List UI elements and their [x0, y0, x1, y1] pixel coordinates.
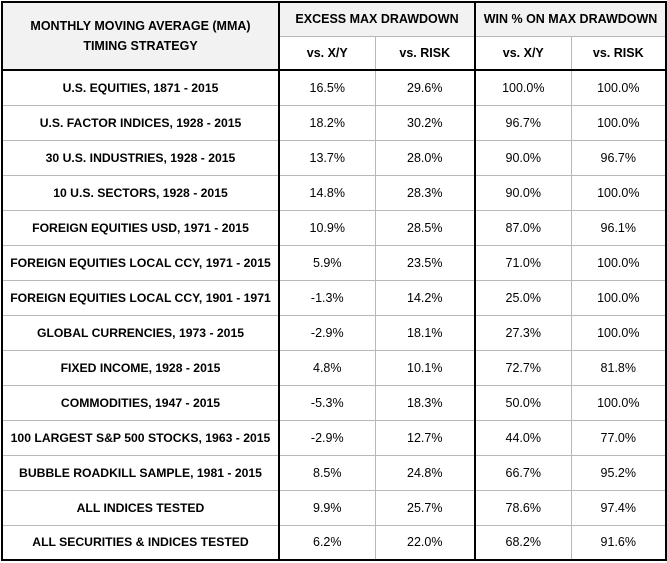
win-vs-risk-cell: 77.0%	[570, 419, 667, 456]
excess-vs-xy-cell: 6.2%	[278, 524, 376, 561]
row-label: GLOBAL CURRENCIES, 1973 - 2015	[1, 314, 280, 351]
strategy-header-line1: MONTHLY MOVING AVERAGE (MMA)	[30, 19, 251, 33]
row-label: 10 U.S. SECTORS, 1928 - 2015	[1, 174, 280, 211]
table-row: 100 LARGEST S&P 500 STOCKS, 1963 - 2015-…	[1, 419, 667, 456]
table-row: GLOBAL CURRENCIES, 1973 - 2015 -2.9% 18.1%…	[1, 314, 667, 351]
row-label: ALL SECURITIES & INDICES TESTED	[1, 524, 280, 561]
win-vs-risk-header: vs. RISK	[570, 35, 667, 71]
win-vs-xy-cell: 71.0%	[474, 244, 572, 281]
win-vs-risk-cell: 97.4%	[570, 489, 667, 526]
strategy-header: MONTHLY MOVING AVERAGE (MMA) TIMING STRA…	[1, 1, 280, 71]
table-row: ALL SECURITIES & INDICES TESTED 6.2% 22.0%…	[1, 524, 667, 561]
header-row: MONTHLY MOVING AVERAGE (MMA) TIMING STRA…	[1, 1, 667, 71]
table-row: COMMODITIES, 1947 - 2015 -5.3% 18.3% 50.0% 1…	[1, 384, 667, 421]
row-label: COMMODITIES, 1947 - 2015	[1, 384, 280, 421]
excess-vs-xy-cell: -2.9%	[278, 419, 376, 456]
win-vs-risk-cell: 100.0%	[570, 104, 667, 141]
win-vs-risk-cell: 95.2%	[570, 454, 667, 491]
win-vs-risk-cell: 100.0%	[570, 279, 667, 316]
excess-vs-risk-cell: 23.5%	[374, 244, 476, 281]
win-vs-xy-cell: 87.0%	[474, 209, 572, 246]
excess-vs-risk-cell: 18.1%	[374, 314, 476, 351]
excess-vs-xy-cell: 10.9%	[278, 209, 376, 246]
excess-vs-risk-cell: 18.3%	[374, 384, 476, 421]
table-body: U.S. EQUITIES, 1871 - 2015 16.5% 29.6% 100.…	[1, 69, 667, 561]
win-pct-max-drawdown-header: WIN % ON MAX DRAWDOWN	[474, 1, 667, 37]
win-vs-xy-cell: 78.6%	[474, 489, 572, 526]
table-row: FOREIGN EQUITIES USD, 1971 - 2015 10.9% 28…	[1, 209, 667, 246]
excess-vs-xy-cell: 5.9%	[278, 244, 376, 281]
row-label: FOREIGN EQUITIES LOCAL CCY, 1901 - 1971	[1, 279, 280, 316]
win-vs-risk-cell: 100.0%	[570, 174, 667, 211]
win-vs-xy-cell: 25.0%	[474, 279, 572, 316]
excess-vs-risk-cell: 10.1%	[374, 349, 476, 386]
excess-vs-risk-cell: 28.5%	[374, 209, 476, 246]
win-vs-risk-cell: 81.8%	[570, 349, 667, 386]
excess-vs-xy-cell: -1.3%	[278, 279, 376, 316]
win-vs-xy-cell: 44.0%	[474, 419, 572, 456]
win-vs-risk-cell: 100.0%	[570, 69, 667, 106]
excess-vs-xy-cell: -2.9%	[278, 314, 376, 351]
win-vs-xy-cell: 68.2%	[474, 524, 572, 561]
win-vs-xy-cell: 96.7%	[474, 104, 572, 141]
table-row: FIXED INCOME, 1928 - 2015 4.8% 10.1% 72.7% 8…	[1, 349, 667, 386]
excess-vs-risk-cell: 25.7%	[374, 489, 476, 526]
excess-vs-xy-cell: 18.2%	[278, 104, 376, 141]
win-vs-xy-cell: 100.0%	[474, 69, 572, 106]
table-row: 10 U.S. SECTORS, 1928 - 2015 14.8% 28.3% 90…	[1, 174, 667, 211]
row-label: 30 U.S. INDUSTRIES, 1928 - 2015	[1, 139, 280, 176]
row-label: 100 LARGEST S&P 500 STOCKS, 1963 - 2015	[1, 419, 280, 456]
win-vs-risk-cell: 96.1%	[570, 209, 667, 246]
excess-vs-risk-cell: 28.0%	[374, 139, 476, 176]
excess-vs-xy-cell: 8.5%	[278, 454, 376, 491]
win-vs-xy-cell: 90.0%	[474, 174, 572, 211]
row-label: BUBBLE ROADKILL SAMPLE, 1981 - 2015	[1, 454, 280, 491]
win-vs-xy-cell: 50.0%	[474, 384, 572, 421]
table-row: ALL INDICES TESTED 9.9% 25.7% 78.6% 97.4%	[1, 489, 667, 526]
excess-max-drawdown-header: EXCESS MAX DRAWDOWN	[277, 1, 476, 37]
win-vs-xy-cell: 27.3%	[474, 314, 572, 351]
table-row: 30 U.S. INDUSTRIES, 1928 - 2015 13.7% 28.0…	[1, 139, 667, 176]
table-row: FOREIGN EQUITIES LOCAL CCY, 1901 - 1971-…	[1, 279, 667, 316]
excess-vs-xy-cell: 13.7%	[278, 139, 376, 176]
excess-vs-risk-cell: 12.7%	[374, 419, 476, 456]
win-vs-risk-cell: 100.0%	[570, 314, 667, 351]
excess-vs-xy-cell: 14.8%	[278, 174, 376, 211]
row-label: U.S. FACTOR INDICES, 1928 - 2015	[1, 104, 280, 141]
excess-vs-risk-cell: 29.6%	[374, 69, 476, 106]
excess-vs-risk-cell: 30.2%	[374, 104, 476, 141]
win-vs-risk-cell: 91.6%	[570, 524, 667, 561]
excess-vs-xy-header: vs. X/Y	[278, 35, 376, 71]
subheader-row: vs. X/Y vs. RISK vs. X/Y vs. RISK	[2, 35, 667, 71]
strategy-header-line2: TIMING STRATEGY	[83, 39, 198, 53]
win-vs-xy-cell: 90.0%	[474, 139, 572, 176]
excess-vs-risk-cell: 28.3%	[374, 174, 476, 211]
excess-vs-risk-cell: 24.8%	[374, 454, 476, 491]
excess-vs-risk-cell: 14.2%	[374, 279, 476, 316]
row-label: FIXED INCOME, 1928 - 2015	[1, 349, 280, 386]
table-row: U.S. EQUITIES, 1871 - 2015 16.5% 29.6% 100.…	[1, 69, 667, 106]
win-vs-risk-cell: 100.0%	[570, 244, 667, 281]
table-row: BUBBLE ROADKILL SAMPLE, 1981 - 2015 8.5% 2…	[1, 454, 667, 491]
excess-vs-xy-cell: 4.8%	[278, 349, 376, 386]
table-row: FOREIGN EQUITIES LOCAL CCY, 1971 - 2015 5…	[1, 244, 667, 281]
row-label: FOREIGN EQUITIES LOCAL CCY, 1971 - 2015	[1, 244, 280, 281]
table-row: U.S. FACTOR INDICES, 1928 - 2015 18.2% 30.…	[1, 104, 667, 141]
win-vs-risk-cell: 100.0%	[570, 384, 667, 421]
row-label: FOREIGN EQUITIES USD, 1971 - 2015	[1, 209, 280, 246]
excess-vs-xy-cell: 9.9%	[278, 489, 376, 526]
win-vs-xy-cell: 72.7%	[474, 349, 572, 386]
row-label: U.S. EQUITIES, 1871 - 2015	[1, 69, 280, 106]
excess-vs-risk-header: vs. RISK	[374, 35, 476, 71]
win-vs-xy-cell: 66.7%	[474, 454, 572, 491]
excess-vs-xy-cell: 16.5%	[278, 69, 376, 106]
win-vs-xy-header: vs. X/Y	[474, 35, 572, 71]
excess-vs-xy-cell: -5.3%	[278, 384, 376, 421]
row-label: ALL INDICES TESTED	[1, 489, 280, 526]
win-vs-risk-cell: 96.7%	[570, 139, 667, 176]
excess-vs-risk-cell: 22.0%	[374, 524, 476, 561]
